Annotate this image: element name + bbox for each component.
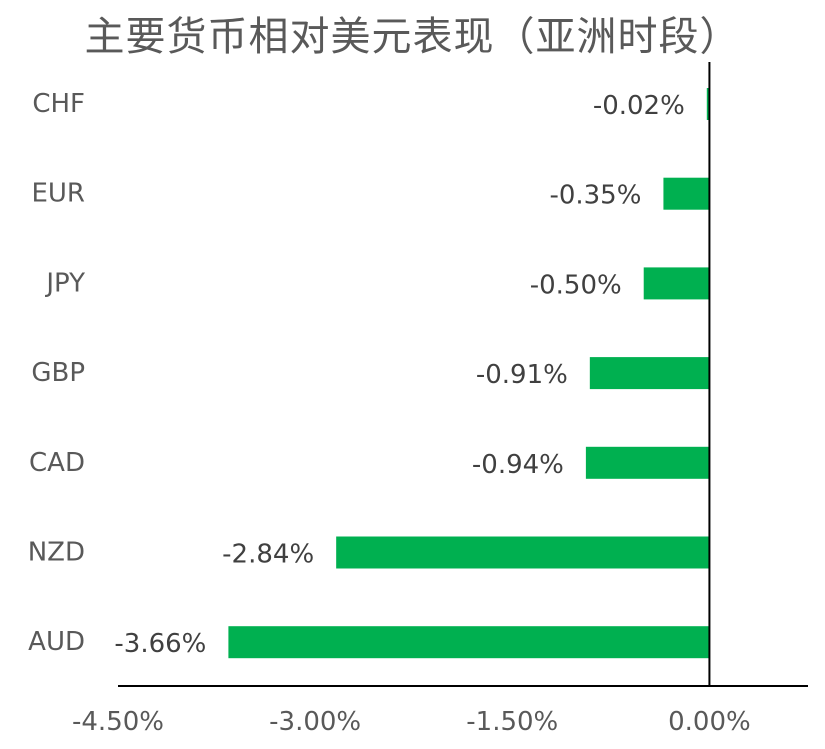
bars-layer xyxy=(228,88,710,659)
data-label-chf: -0.02% xyxy=(593,91,685,121)
data-label-gbp: -0.91% xyxy=(476,360,568,390)
bar-gbp xyxy=(589,357,710,390)
category-label-nzd: NZD xyxy=(28,538,85,568)
ticks-layer: -4.50% -3.00% -1.50% 0.00% xyxy=(72,707,751,737)
data-label-nzd: -2.84% xyxy=(222,540,314,570)
category-label-aud: AUD xyxy=(28,627,85,657)
x-tick-label: -3.00% xyxy=(269,707,361,737)
category-label-chf: CHF xyxy=(32,89,85,119)
data-label-cad: -0.94% xyxy=(472,450,564,480)
category-label-gbp: GBP xyxy=(31,358,85,388)
bar-cad xyxy=(585,446,710,479)
bar-eur xyxy=(663,177,710,210)
category-label-eur: EUR xyxy=(31,179,85,209)
bar-jpy xyxy=(643,267,710,300)
x-tick-label: 0.00% xyxy=(668,707,751,737)
data-label-eur: -0.35% xyxy=(549,181,641,211)
chart-title: 主要货币相对美元表现（亚洲时段） xyxy=(84,14,741,60)
x-tick-label: -1.50% xyxy=(466,707,558,737)
bar-chf xyxy=(706,88,710,120)
category-label-cad: CAD xyxy=(29,448,85,478)
data-label-aud: -3.66% xyxy=(114,629,206,659)
labels-layer: CHF -0.02% EUR -0.35% JPY -0.50% GBP -0.91% CAD -… xyxy=(28,89,685,659)
data-label-jpy: -0.50% xyxy=(530,270,622,300)
x-tick-label: -4.50% xyxy=(72,707,164,737)
bar-nzd xyxy=(336,536,710,569)
bar-aud xyxy=(228,626,710,659)
category-label-jpy: JPY xyxy=(44,268,85,298)
